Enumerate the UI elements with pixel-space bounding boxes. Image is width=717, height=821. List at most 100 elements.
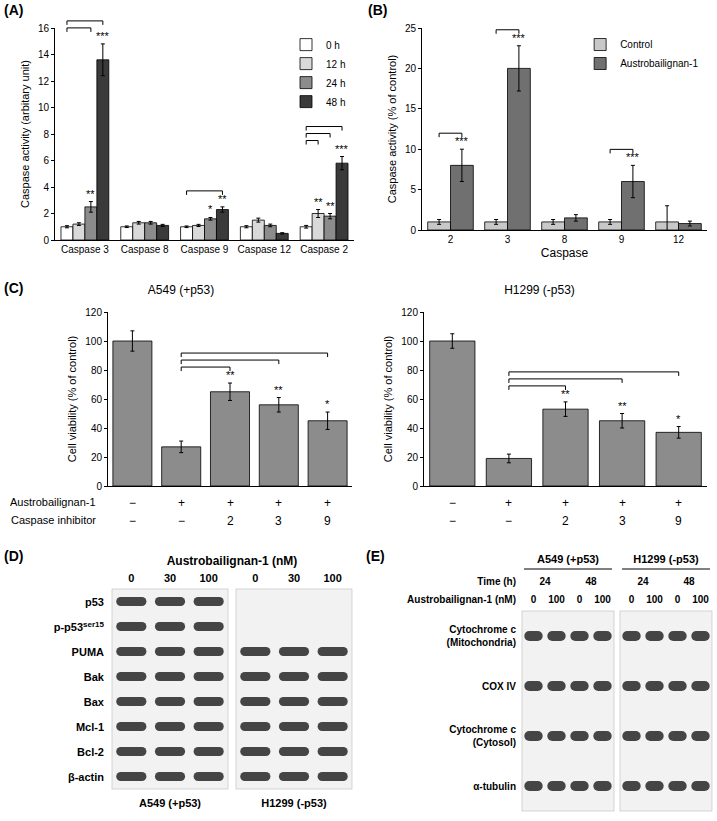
svg-text:Austrobailignan-1 (nM): Austrobailignan-1 (nM) xyxy=(407,594,516,605)
svg-text:−: − xyxy=(129,514,136,528)
svg-text:Caspase activity (% of control: Caspase activity (% of control) xyxy=(386,55,398,204)
svg-text:Cell viability (% of control): Cell viability (% of control) xyxy=(66,336,78,463)
svg-text:−: − xyxy=(449,514,456,528)
svg-text:+: + xyxy=(227,496,234,510)
svg-text:Austrobailignan-1: Austrobailignan-1 xyxy=(10,496,96,508)
svg-text:14: 14 xyxy=(38,49,50,60)
svg-text:Caspase 8: Caspase 8 xyxy=(121,244,169,255)
svg-text:−: − xyxy=(178,514,185,528)
svg-text:0: 0 xyxy=(252,572,258,584)
svg-text:Control: Control xyxy=(620,39,652,50)
svg-text:−: − xyxy=(449,496,456,510)
svg-text:p-p53ser15: p-p53ser15 xyxy=(54,619,105,633)
svg-text:40: 40 xyxy=(91,423,103,434)
svg-text:Cell viability (% of control): Cell viability (% of control) xyxy=(382,336,394,463)
svg-text:Cytochrome c(Mitochondria): Cytochrome c(Mitochondria) xyxy=(447,624,517,648)
svg-text:10: 10 xyxy=(405,144,417,155)
svg-text:Austrobailignan-1: Austrobailignan-1 xyxy=(620,58,698,69)
svg-text:***: *** xyxy=(512,32,526,44)
svg-text:100: 100 xyxy=(692,594,709,605)
svg-text:20: 20 xyxy=(407,452,419,463)
svg-text:β-actin: β-actin xyxy=(68,771,104,783)
svg-text:12 h: 12 h xyxy=(326,59,345,70)
svg-text:0: 0 xyxy=(412,481,418,492)
svg-text:+: + xyxy=(275,496,282,510)
svg-text:***: *** xyxy=(96,30,110,42)
svg-text:2: 2 xyxy=(227,514,234,528)
svg-text:−: − xyxy=(505,514,512,528)
svg-text:Caspase 2: Caspase 2 xyxy=(300,244,348,255)
svg-text:+: + xyxy=(675,496,682,510)
svg-text:120: 120 xyxy=(401,307,418,318)
svg-text:Caspase 12: Caspase 12 xyxy=(238,244,292,255)
svg-text:α-tubulin: α-tubulin xyxy=(473,781,516,792)
svg-text:0 h: 0 h xyxy=(326,40,340,51)
svg-text:9: 9 xyxy=(619,234,625,245)
svg-text:+: + xyxy=(324,496,331,510)
svg-text:3: 3 xyxy=(275,514,282,528)
svg-text:120: 120 xyxy=(85,307,102,318)
svg-text:48: 48 xyxy=(585,576,597,587)
svg-text:100: 100 xyxy=(401,336,418,347)
svg-text:−: − xyxy=(129,496,136,510)
svg-text:2: 2 xyxy=(448,234,454,245)
svg-text:Caspase: Caspase xyxy=(541,246,589,260)
svg-text:60: 60 xyxy=(407,394,419,405)
svg-text:H1299 (-p53): H1299 (-p53) xyxy=(504,283,575,297)
svg-text:100: 100 xyxy=(646,594,663,605)
svg-text:+: + xyxy=(619,496,626,510)
svg-text:Caspase activity (arbitary uni: Caspase activity (arbitary unit) xyxy=(19,60,31,208)
svg-text:2: 2 xyxy=(43,208,49,219)
svg-text:PUMA: PUMA xyxy=(72,646,104,658)
svg-text:Bax: Bax xyxy=(84,696,105,708)
svg-text:8: 8 xyxy=(562,234,568,245)
svg-text:+: + xyxy=(178,496,185,510)
svg-text:0: 0 xyxy=(128,572,134,584)
svg-text:*: * xyxy=(208,203,213,215)
svg-text:**: ** xyxy=(86,188,95,200)
svg-text:24: 24 xyxy=(637,576,649,587)
svg-text:Caspase 9: Caspase 9 xyxy=(181,244,229,255)
svg-text:Caspase 3: Caspase 3 xyxy=(61,244,109,255)
svg-text:***: *** xyxy=(626,151,640,163)
svg-text:Time (h): Time (h) xyxy=(477,576,516,587)
svg-text:**: ** xyxy=(226,369,235,381)
svg-text:Bcl-2: Bcl-2 xyxy=(77,746,104,758)
svg-text:100: 100 xyxy=(594,594,611,605)
svg-text:0: 0 xyxy=(43,235,49,246)
svg-text:40: 40 xyxy=(407,423,419,434)
svg-text:**: ** xyxy=(618,400,627,412)
svg-text:A549 (+p53): A549 (+p53) xyxy=(139,797,201,809)
svg-text:80: 80 xyxy=(407,365,419,376)
svg-text:60: 60 xyxy=(91,394,103,405)
svg-text:Bak: Bak xyxy=(84,671,105,683)
svg-text:100: 100 xyxy=(323,572,341,584)
svg-text:80: 80 xyxy=(91,365,103,376)
svg-text:*: * xyxy=(325,398,330,410)
svg-text:2: 2 xyxy=(562,514,569,528)
svg-text:24: 24 xyxy=(539,576,551,587)
svg-text:A549 (+p53): A549 (+p53) xyxy=(148,283,214,297)
svg-text:**: ** xyxy=(274,384,283,396)
svg-text:48: 48 xyxy=(683,576,695,587)
svg-text:COX IV: COX IV xyxy=(482,681,516,692)
svg-text:Austrobailignan-1 (nM): Austrobailignan-1 (nM) xyxy=(167,554,298,568)
svg-text:5: 5 xyxy=(410,184,416,195)
svg-text:30: 30 xyxy=(164,572,176,584)
svg-text:20: 20 xyxy=(405,63,417,74)
svg-text:3: 3 xyxy=(619,514,626,528)
svg-text:100: 100 xyxy=(199,572,217,584)
svg-text:0: 0 xyxy=(675,594,681,605)
svg-text:24 h: 24 h xyxy=(326,78,345,89)
svg-text:30: 30 xyxy=(288,572,300,584)
svg-text:**: ** xyxy=(561,388,570,400)
svg-text:***: *** xyxy=(455,135,469,147)
svg-text:9: 9 xyxy=(324,514,331,528)
svg-text:100: 100 xyxy=(548,594,565,605)
svg-text:Caspase inhibitor: Caspase inhibitor xyxy=(11,514,96,526)
svg-text:Mcl-1: Mcl-1 xyxy=(76,721,104,733)
svg-text:8: 8 xyxy=(43,129,49,140)
svg-text:**: ** xyxy=(314,196,323,208)
svg-text:H1299 (-p53): H1299 (-p53) xyxy=(261,797,327,809)
svg-text:H1299 (-p53): H1299 (-p53) xyxy=(633,553,699,565)
